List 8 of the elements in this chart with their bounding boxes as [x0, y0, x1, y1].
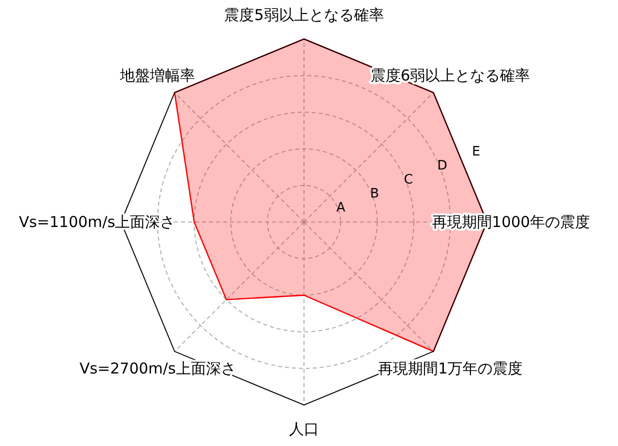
spoke-label: 震度5弱以上となる確率 [224, 6, 384, 24]
spoke-label: 人口 [289, 420, 319, 438]
y-tick-label: B [370, 186, 380, 202]
y-tick-label: A [336, 200, 346, 216]
y-tick-label: D [437, 158, 448, 174]
spoke-label: 地盤増幅率 [119, 66, 196, 85]
y-tick-label: C [404, 172, 413, 188]
y-tick-label: E [472, 144, 480, 160]
